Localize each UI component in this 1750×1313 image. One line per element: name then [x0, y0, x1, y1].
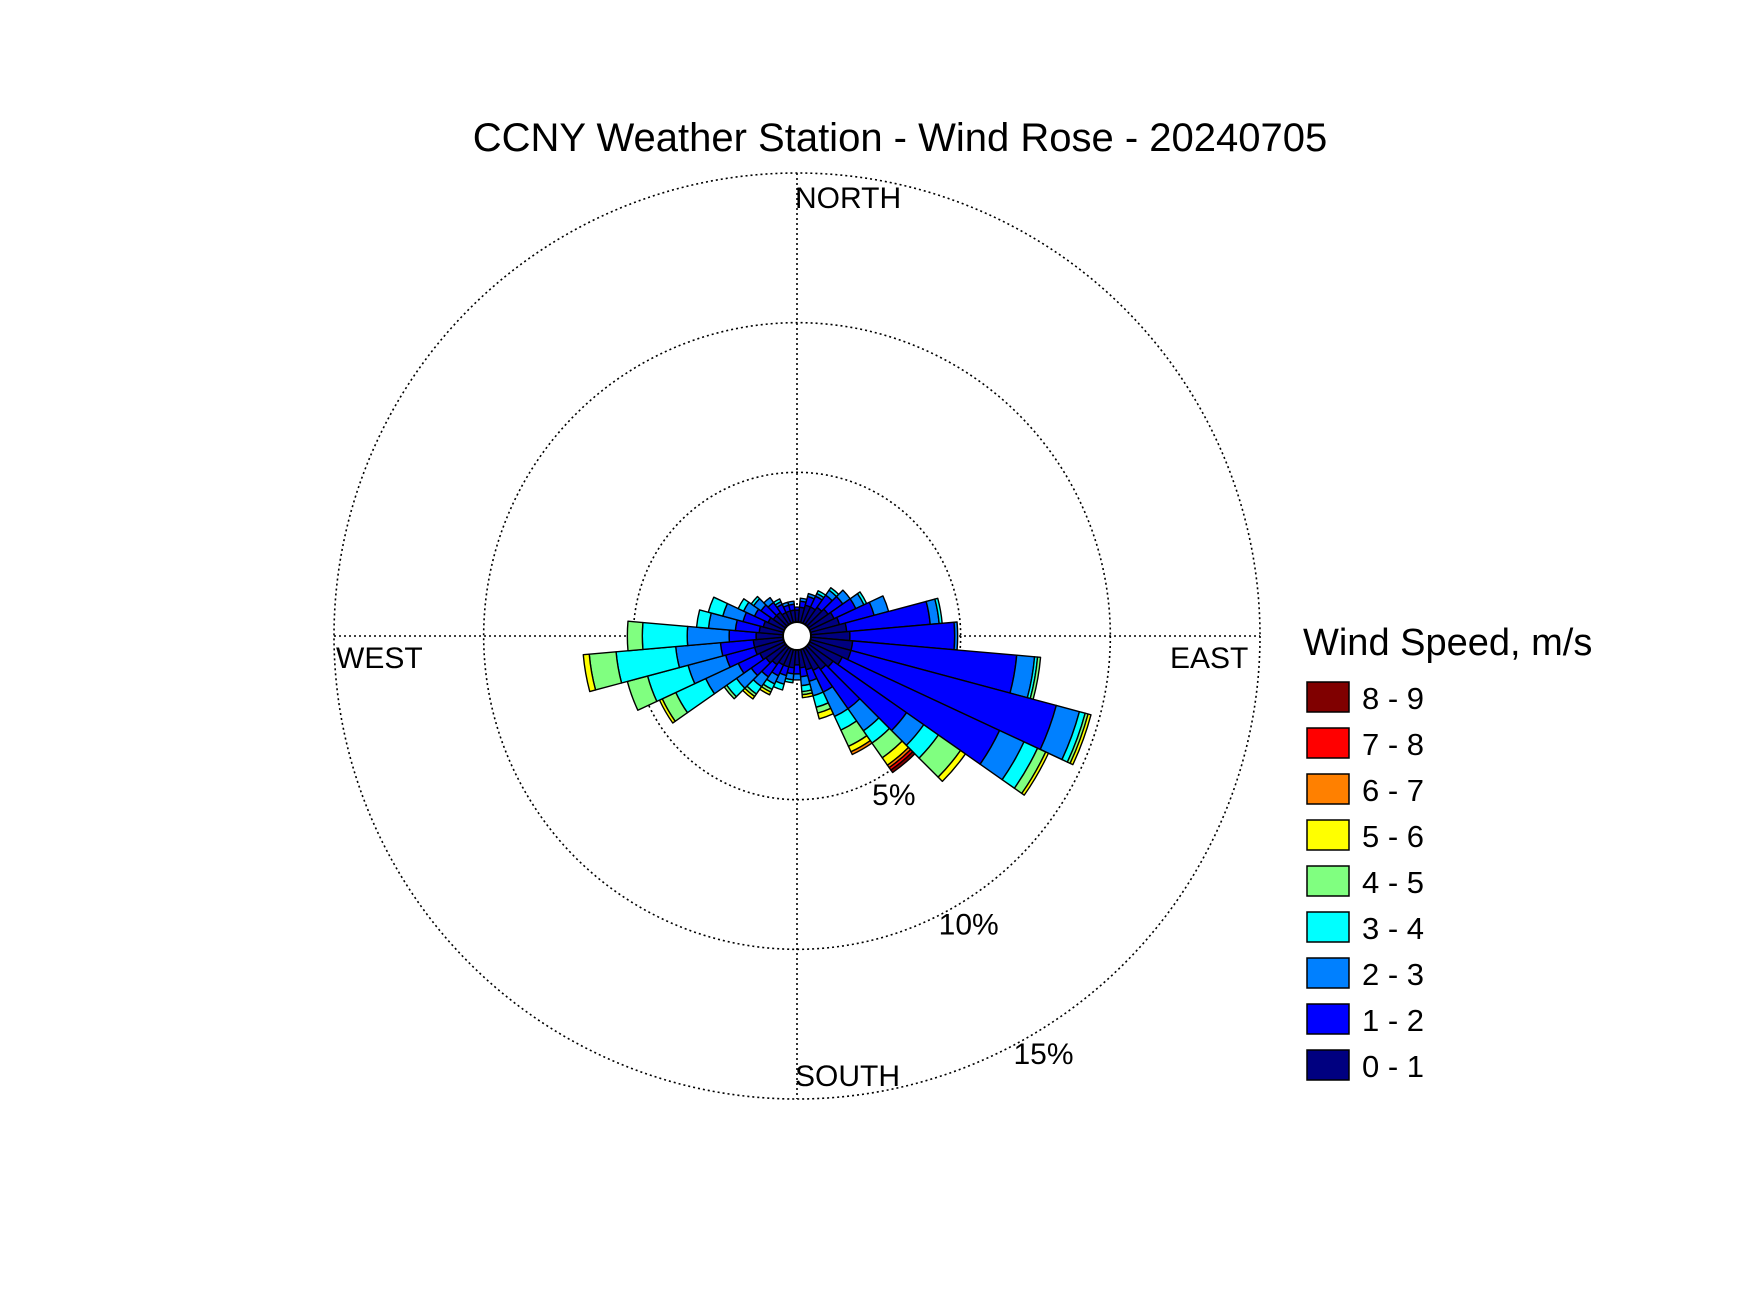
- sector-270: [626, 620, 784, 652]
- legend: Wind Speed, m/s 8 - 9 7 - 8 6 - 7 5 - 6 4 - …: [1303, 622, 1592, 1084]
- legend-swatch: [1306, 819, 1350, 851]
- legend-swatch: [1306, 1049, 1350, 1081]
- legend-label: 0 - 1: [1362, 1049, 1424, 1084]
- sector-320-bin-2: [763, 596, 775, 608]
- direction-label-south: SOUTH: [795, 1060, 900, 1093]
- legend-label: 6 - 7: [1362, 773, 1424, 808]
- legend-label: 1 - 2: [1362, 1003, 1424, 1038]
- legend-items: 8 - 9 7 - 8 6 - 7 5 - 6 4 - 5 3 - 4 2 - 3 1 - 2…: [1306, 681, 1424, 1084]
- sector-150: [802, 646, 873, 756]
- sector-30: [802, 590, 827, 626]
- ring-label-2: 10%: [939, 909, 999, 942]
- sector-250: [626, 638, 786, 711]
- direction-label-west: WEST: [336, 642, 423, 675]
- legend-swatch: [1306, 681, 1350, 713]
- sector-330-bin-3: [772, 598, 782, 606]
- sector-70: [808, 595, 890, 634]
- sector-140-bin-8: [890, 751, 916, 774]
- legend-swatch: [1306, 957, 1350, 989]
- sector-270-bin-3: [641, 621, 689, 651]
- legend-label: 3 - 4: [1362, 911, 1424, 946]
- wind-rose-sectors: [582, 587, 1092, 796]
- sector-140: [804, 645, 916, 774]
- legend-swatch: [1306, 727, 1350, 759]
- sector-350-bin-2: [787, 600, 795, 606]
- sector-180-bin-2: [792, 673, 802, 681]
- sector-280: [695, 609, 785, 636]
- ring-labels: 5% 10% 15%: [872, 779, 1073, 1071]
- ring-label-1: 5%: [872, 779, 915, 812]
- polar-grid: [333, 172, 1261, 1100]
- sector-90-bin-2: [953, 621, 959, 651]
- direction-label-east: EAST: [1170, 642, 1248, 675]
- sector-120: [807, 641, 1050, 796]
- sector-150-bin-6: [850, 739, 873, 756]
- legend-label: 8 - 9: [1362, 681, 1424, 716]
- sector-260: [582, 636, 785, 693]
- legend-label: 5 - 6: [1362, 819, 1424, 854]
- sector-260-bin-5: [582, 653, 597, 693]
- sector-200: [772, 647, 795, 691]
- legend-label: 4 - 5: [1362, 865, 1424, 900]
- sector-210: [759, 646, 792, 696]
- sector-170-bin-5: [801, 692, 814, 699]
- sector-310-bin-3: [750, 595, 761, 607]
- sector-300-bin-3: [737, 598, 750, 612]
- ring-label-3: 15%: [1013, 1038, 1073, 1071]
- chart-title: CCNY Weather Station - Wind Rose - 20240…: [473, 116, 1328, 160]
- sector-120-bin-5: [1021, 751, 1050, 796]
- legend-title: Wind Speed, m/s: [1303, 622, 1592, 664]
- legend-swatch: [1306, 773, 1350, 805]
- sector-290-bin-3: [707, 596, 729, 617]
- sector-280-bin-3: [695, 609, 712, 629]
- legend-swatch: [1306, 1003, 1350, 1035]
- legend-swatch: [1306, 911, 1350, 943]
- legend-label: 2 - 3: [1362, 957, 1424, 992]
- sector-130-bin-5: [937, 749, 967, 783]
- legend-swatch: [1306, 865, 1350, 897]
- sector-160-bin-5: [816, 707, 834, 720]
- sector-110-bin-5: [1069, 713, 1092, 766]
- sector-270-bin-4: [626, 620, 644, 652]
- center-hole: [782, 621, 812, 651]
- legend-label: 7 - 8: [1362, 727, 1424, 762]
- direction-label-north: NORTH: [795, 182, 901, 215]
